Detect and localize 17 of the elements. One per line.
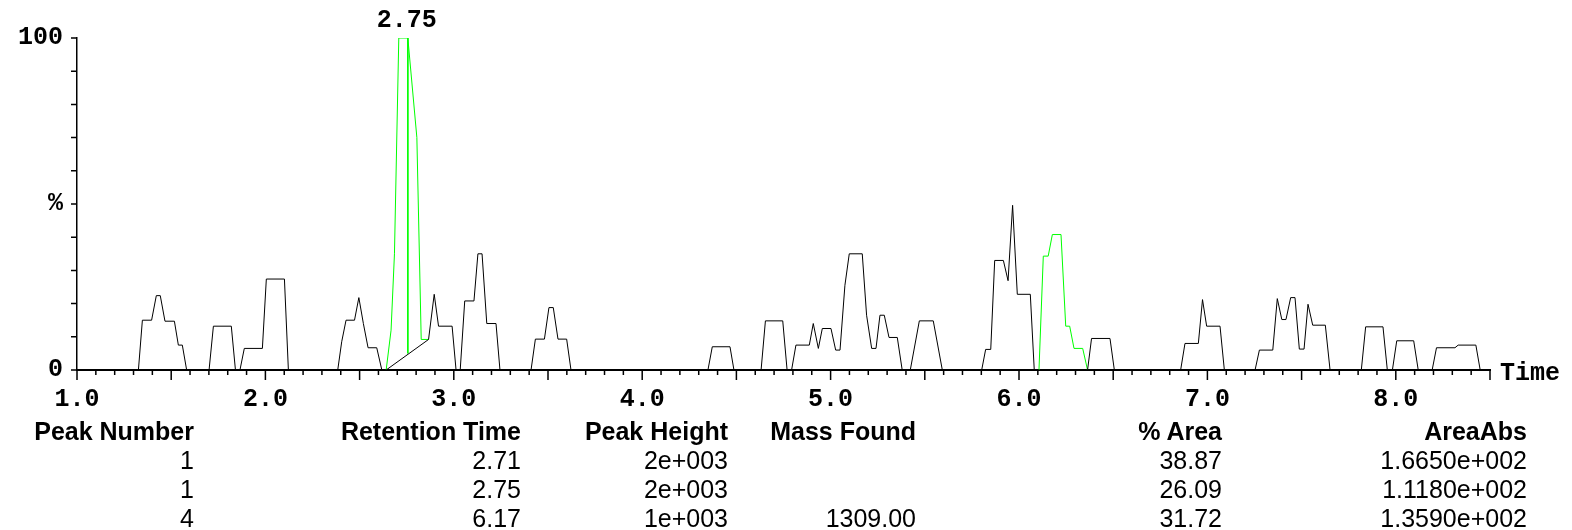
y-tick-label: 100 bbox=[17, 23, 63, 53]
x-tick-label: 6.0 bbox=[996, 385, 1042, 415]
x-tick-label: 7.0 bbox=[1184, 385, 1230, 415]
x-tick-label: 2.0 bbox=[242, 385, 288, 415]
x-tick-label: 1.0 bbox=[54, 385, 100, 415]
text: 1 2.75 2e+003 26.09 1.1180e+002 bbox=[180, 475, 1527, 503]
x-tick-label: 4.0 bbox=[619, 385, 665, 415]
text: 4 6.17 1e+003 1309.00 31.72 1.3590e+002 bbox=[180, 504, 1527, 530]
x-tick-label: 3.0 bbox=[431, 385, 477, 415]
y-tick-label: 0 bbox=[47, 355, 63, 385]
x-tick-label: 5.0 bbox=[808, 385, 854, 415]
text: 1 2.71 2e+003 38.87 1.6650e+002 bbox=[180, 446, 1527, 474]
x-tick-label: 8.0 bbox=[1373, 385, 1419, 415]
annotation: 2.75 bbox=[376, 6, 437, 36]
y-axis-title: % bbox=[47, 189, 64, 219]
x-axis-title: Time bbox=[1500, 359, 1561, 389]
text: Peak Number Retention Time Peak Height Mass Found % Area AreaAbs bbox=[34, 417, 1527, 445]
